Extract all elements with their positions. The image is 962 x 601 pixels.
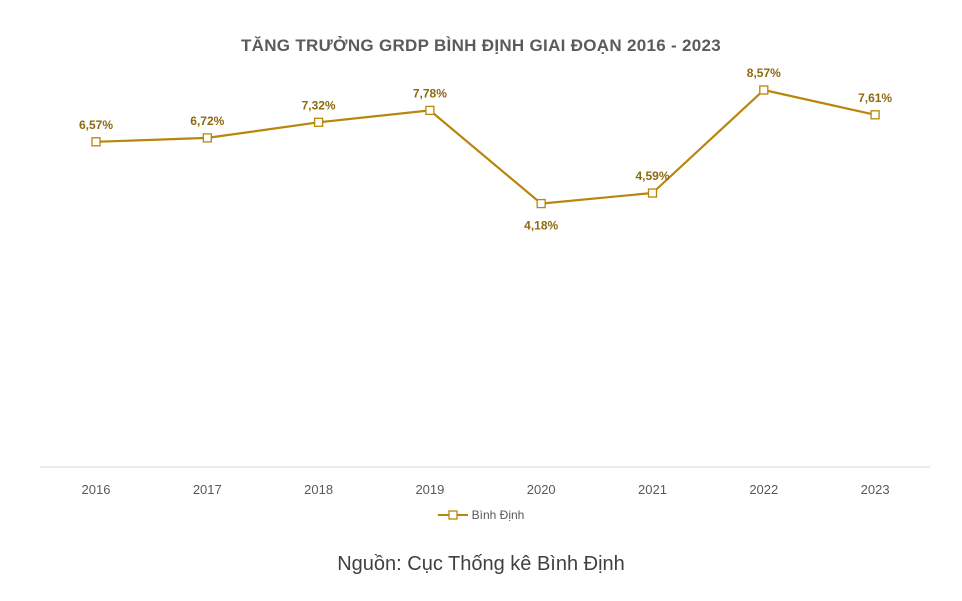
x-tick-label: 2017	[193, 482, 222, 497]
data-point-marker	[91, 137, 101, 147]
series-line	[95, 88, 876, 205]
data-point-marker	[202, 133, 212, 143]
x-tick-label: 2022	[749, 482, 778, 497]
chart-title: TĂNG TRƯỞNG GRDP BÌNH ĐỊNH GIAI ĐOẠN 201…	[240, 36, 722, 55]
x-tick-label: 2019	[415, 482, 444, 497]
x-tick-label: 2021	[638, 482, 667, 497]
x-tick-label: 2018	[304, 482, 333, 497]
data-label: 7,78%	[413, 86, 447, 100]
data-label: 8,57%	[747, 66, 781, 80]
x-tick-label: 2020	[527, 482, 556, 497]
data-point-marker	[536, 198, 546, 209]
series-layer	[91, 85, 880, 209]
data-label: 6,72%	[190, 114, 224, 128]
line-chart: 6,57% 6,72% 7,32% 7,78% 4,18% 4,59% 8,57% 7,61%…	[40, 66, 930, 497]
data-label: 4,18%	[524, 219, 558, 233]
data-point-marker	[425, 105, 435, 116]
x-tick-label: 2016	[82, 482, 111, 497]
data-point-marker	[313, 117, 324, 127]
data-point-marker	[870, 110, 880, 120]
legend-label: Bình Định	[471, 508, 525, 522]
data-point-marker	[647, 188, 658, 198]
data-label: 4,59%	[635, 169, 669, 183]
source-note: Nguồn: Cục Thống kê Bình Định	[337, 553, 625, 575]
legend: Bình Định	[0, 508, 962, 522]
legend-marker-icon	[437, 510, 468, 520]
x-tick-layer: 2016 2017 2018 2019 2020 2021 2022 2023	[82, 482, 890, 497]
data-point-marker	[759, 85, 769, 95]
data-label: 7,61%	[858, 91, 892, 105]
data-label: 6,57%	[79, 118, 113, 132]
x-tick-label: 2023	[861, 482, 890, 497]
data-label: 7,32%	[302, 98, 336, 112]
label-layer: 6,57% 6,72% 7,32% 7,78% 4,18% 4,59% 8,57% 7,61%	[79, 66, 892, 233]
